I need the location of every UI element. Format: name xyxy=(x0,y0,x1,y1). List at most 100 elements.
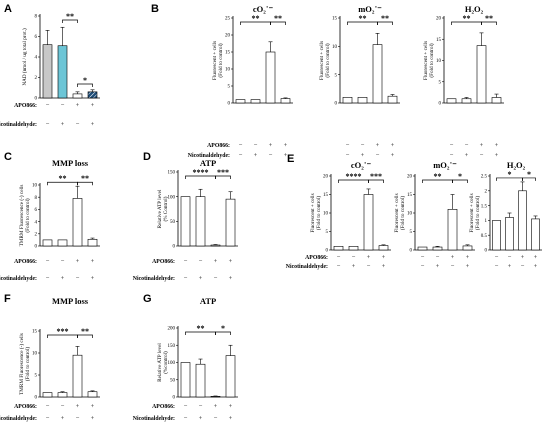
panel-label: A xyxy=(4,3,12,15)
nicotinaldehyde-sign: − xyxy=(184,275,188,282)
panel-label: G xyxy=(143,293,152,305)
chart-D: D 0 50 100 150 Relative ATP level(% Control) A… xyxy=(133,151,238,282)
y-tick-label: 4 xyxy=(35,56,38,61)
panel-label: F xyxy=(4,293,11,305)
nicotinaldehyde-sign: + xyxy=(352,263,356,270)
significance-label: ** xyxy=(66,12,74,21)
y-tick-label: 100 xyxy=(168,361,176,366)
bar xyxy=(235,99,246,104)
bar xyxy=(195,196,206,247)
chart-B1: B 0 5 10 15 20 25 Fluorescent + cells(Fold to c… xyxy=(151,3,293,159)
significance-bracket xyxy=(452,179,468,183)
significance-label: ** xyxy=(463,14,471,23)
y-tick-label: 50 xyxy=(170,220,176,225)
y-tick-label: 0 xyxy=(173,245,176,250)
significance-label: ** xyxy=(359,14,367,23)
y-tick-label: 20 xyxy=(225,34,231,39)
chart-B2: 0 5 10 15 Fluorescent + cells(Fold to contro… xyxy=(319,4,400,159)
bar xyxy=(225,198,236,247)
significance-label: ** xyxy=(81,174,89,183)
nicotinaldehyde-sign: − xyxy=(214,275,218,282)
chart-title: ATP xyxy=(200,158,216,168)
bar xyxy=(342,97,353,104)
nicotinaldehyde-sign: + xyxy=(91,275,95,282)
y-tick-label: 15 xyxy=(225,51,231,56)
y-axis-label: TMRM Fluorescence (-) cells(Fold to cont… xyxy=(18,333,31,395)
bar xyxy=(265,51,276,104)
y-tick-label: 2 xyxy=(35,233,38,238)
nicotinaldehyde-sign: + xyxy=(382,263,386,270)
y-tick-label: 5 xyxy=(439,80,442,85)
apo866-sign: − xyxy=(46,403,50,410)
chart-E2: 0 5 10 15 20 Fluorescent + cells(Fold to cont… xyxy=(394,160,475,270)
y-tick-label: 25 xyxy=(225,17,231,22)
apo866-sign: − xyxy=(184,258,188,265)
y-tick-label: 0 xyxy=(485,249,488,254)
panel-label: E xyxy=(287,153,294,165)
nicotinaldehyde-sign: − xyxy=(214,415,218,422)
bar xyxy=(57,45,68,99)
y-tick-label: 0 xyxy=(35,97,38,102)
nicotinaldehyde-sign: + xyxy=(91,121,95,128)
nicotinaldehyde-sign: + xyxy=(508,263,512,270)
apo866-sign: − xyxy=(495,254,499,261)
bar xyxy=(387,95,398,104)
bar xyxy=(476,45,487,104)
y-tick-label: 100 xyxy=(168,195,176,200)
nicotinaldehyde-sign: + xyxy=(61,415,65,422)
nicotinaldehyde-sign: + xyxy=(436,263,440,270)
apo866-sign: + xyxy=(376,142,380,149)
y-axis-label: NAD (nmol / ug total prot.) xyxy=(21,28,28,86)
bar xyxy=(505,217,514,251)
apo866-sign: − xyxy=(352,254,356,261)
bar xyxy=(87,238,98,247)
apo866-sign: − xyxy=(199,258,203,265)
bar xyxy=(210,244,221,247)
apo866-sign: + xyxy=(480,142,484,149)
apo866-label: APO866: xyxy=(14,404,37,410)
y-tick-label: 2 xyxy=(35,76,38,81)
y-axis-label: TMRM Fluorescence (-) cells(Fold to cont… xyxy=(18,185,31,247)
y-tick-label: 0 xyxy=(173,396,176,401)
y-tick-label: 10 xyxy=(407,212,413,217)
chart-title: H₂O₂ xyxy=(507,160,526,170)
y-tick-label: 5 xyxy=(410,230,413,235)
bar xyxy=(531,218,540,251)
bar xyxy=(87,91,98,99)
significance-label: ** xyxy=(434,172,442,181)
nicotinaldehyde-sign: + xyxy=(199,275,203,282)
y-tick-label: 10 xyxy=(225,68,231,73)
significance-bracket xyxy=(522,177,536,181)
bar xyxy=(461,98,472,104)
nicotinaldehyde-sign: + xyxy=(361,152,365,159)
bar xyxy=(372,44,383,104)
chart-E3: 0 0.5 1 1.5 2 2.5 Fluorescent + cells(Fold to … xyxy=(469,160,542,270)
chart-E1: E 0 5 10 15 20 Fluorescent + cells(Fold to con… xyxy=(286,153,391,270)
chart-title: cO₂˙⁻ xyxy=(253,4,274,14)
significance-bracket xyxy=(215,175,231,179)
significance-bracket xyxy=(77,83,93,87)
y-tick-label: 5 xyxy=(326,230,329,235)
apo866-sign: − xyxy=(361,142,365,149)
bar xyxy=(348,246,359,251)
nicotinaldehyde-sign: − xyxy=(46,121,50,128)
nicotinaldehyde-sign: + xyxy=(254,152,258,159)
chart-title: mO₂˙⁻ xyxy=(358,4,382,14)
y-tick-label: 15 xyxy=(436,38,442,43)
y-tick-label: 200 xyxy=(168,327,176,332)
nicotinaldehyde-sign: − xyxy=(46,275,50,282)
panel-label: D xyxy=(143,151,151,163)
apo866-sign: + xyxy=(451,254,455,261)
nicotinaldehyde-sign: − xyxy=(451,263,455,270)
nicotinaldehyde-sign: − xyxy=(346,152,350,159)
y-axis-label: Fluorescent + cells(Fold to control) xyxy=(319,41,331,80)
significance-bracket xyxy=(77,334,93,338)
apo866-label: APO866: xyxy=(152,259,175,265)
apo866-sign: + xyxy=(91,258,95,265)
significance-bracket xyxy=(62,19,78,23)
significance-label: ** xyxy=(274,14,282,23)
apo866-sign: + xyxy=(76,102,80,109)
